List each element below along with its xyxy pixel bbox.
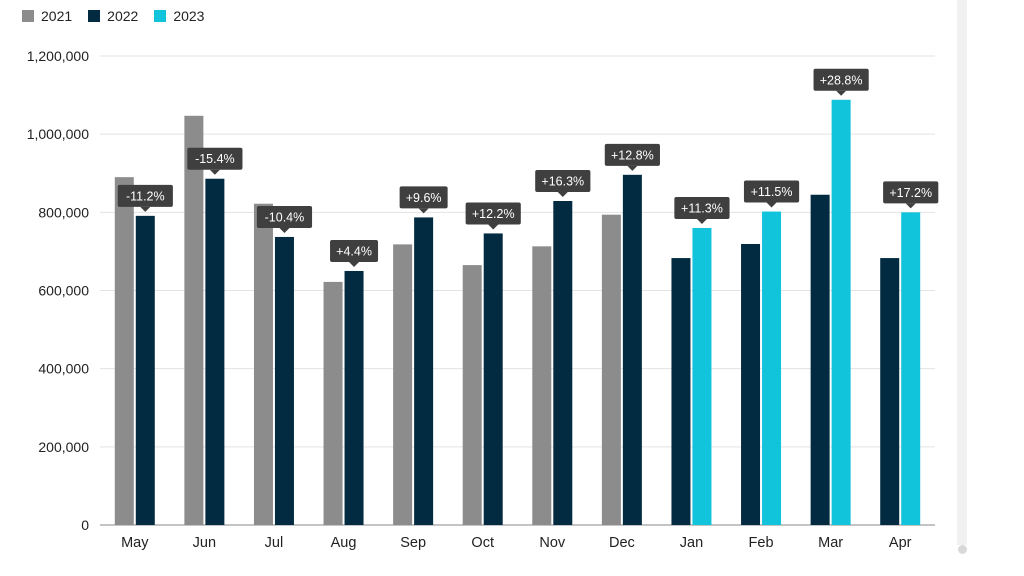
data-label: -15.4% <box>195 152 235 166</box>
bar-2022-sep <box>414 217 434 525</box>
legend-label-2021: 2021 <box>41 8 73 24</box>
data-label: +11.3% <box>681 201 723 215</box>
legend-swatch-2021 <box>22 10 34 22</box>
data-label: +11.5% <box>751 185 793 199</box>
x-tick-label: Aug <box>331 535 357 551</box>
data-label-box <box>883 181 939 204</box>
legend-item-2021: 2021 <box>22 8 72 24</box>
data-label: +28.8% <box>820 73 863 87</box>
data-label: +12.2% <box>472 207 515 221</box>
data-label-box <box>743 180 800 203</box>
data-label: -10.4% <box>265 210 305 224</box>
data-label-box <box>117 184 173 207</box>
x-tick-label: Dec <box>609 535 635 551</box>
scrollbar-track[interactable] <box>957 0 967 545</box>
y-tick-label: 1,000,000 <box>27 126 89 142</box>
legend-swatch-2022 <box>88 10 101 22</box>
data-label-pointer <box>279 227 290 233</box>
x-tick-label: Nov <box>539 535 566 551</box>
bar-2021-nov <box>532 246 552 526</box>
data-label: -11.2% <box>126 189 165 203</box>
data-label-box <box>399 186 448 209</box>
data-label-pointer <box>766 202 777 208</box>
bar-2022-jun <box>205 178 225 525</box>
bar-2023-apr <box>901 212 921 526</box>
bar-2023-jan <box>692 227 712 525</box>
x-tick-label: May <box>121 535 149 551</box>
data-label-box <box>674 196 730 219</box>
bar-2022-apr <box>880 258 900 525</box>
legend-item-2023: 2023 <box>154 8 204 24</box>
bar-2021-sep <box>393 244 413 526</box>
x-tick-label: Mar <box>818 535 843 551</box>
data-label-pointer <box>905 203 916 209</box>
bar-2021-dec <box>601 214 621 525</box>
bar-2021-jul <box>253 203 273 526</box>
bar-2021-jun <box>184 115 204 526</box>
bar-2022-oct <box>483 233 503 525</box>
data-label-pointer <box>696 218 707 224</box>
data-label-box <box>604 143 660 166</box>
bar-2022-jul <box>274 236 294 526</box>
x-tick-label: Jul <box>265 535 284 551</box>
data-label: +17.2% <box>889 186 932 200</box>
bar-2022-aug <box>344 270 364 525</box>
data-label-pointer <box>418 208 429 214</box>
y-tick-label: 200,000 <box>38 439 89 455</box>
bar-2021-may <box>114 177 134 526</box>
data-label-pointer <box>627 165 638 171</box>
data-label-pointer <box>557 191 568 197</box>
data-label-pointer <box>349 261 360 267</box>
x-tick-label: Sep <box>400 535 426 551</box>
legend-item-2022: 2022 <box>88 8 138 24</box>
x-tick-label: Jun <box>193 535 216 551</box>
bar-2023-mar <box>831 99 851 526</box>
data-label: +4.4% <box>336 244 372 258</box>
bar-chart: 0 200,000 400,000 600,000 800,000 1,000,000 1,… <box>27 48 939 551</box>
x-tick-label: Jan <box>680 535 703 551</box>
data-label-box <box>813 68 869 91</box>
data-label-pointer <box>488 224 499 230</box>
x-tick-label: Oct <box>471 535 494 551</box>
y-tick-label: 600,000 <box>38 283 89 299</box>
x-tick-label: Apr <box>889 535 912 551</box>
data-label-pointer <box>140 206 151 212</box>
data-label-box <box>330 239 379 262</box>
y-tick-label: 400,000 <box>38 361 89 377</box>
data-label: +12.8% <box>611 148 654 162</box>
data-label-box <box>187 147 243 170</box>
x-tick-label: Feb <box>749 535 774 551</box>
data-label: +16.3% <box>541 174 584 188</box>
y-tick-label: 800,000 <box>38 204 89 220</box>
legend-swatch-2023 <box>154 10 167 22</box>
legend-label-2023: 2023 <box>173 8 205 24</box>
data-label-box <box>256 205 313 228</box>
bar-2021-aug <box>323 281 343 525</box>
legend-label-2022: 2022 <box>107 8 139 24</box>
y-tick-label: 0 <box>81 517 89 533</box>
data-label-pointer <box>836 90 847 96</box>
bar-2022-may <box>135 215 155 525</box>
legend: 2021 2022 2023 <box>22 8 204 24</box>
bar-2022-mar <box>810 194 830 525</box>
bar-2022-nov <box>553 200 573 526</box>
data-label-pointer <box>209 169 220 175</box>
data-label-box <box>535 169 591 192</box>
bar-2022-dec <box>622 174 642 525</box>
bar-2021-oct <box>462 265 482 525</box>
scrollbar-thumb[interactable] <box>958 545 967 554</box>
data-label: +9.6% <box>406 191 442 205</box>
bar-2022-feb <box>741 243 761 525</box>
bar-2023-feb <box>762 211 782 525</box>
chart-container: 2021 2022 2023 0 200,000 400,000 600,000 800… <box>22 8 939 551</box>
bar-2022-jan <box>671 258 691 525</box>
data-label-box <box>465 202 521 225</box>
y-tick-label: 1,200,000 <box>27 48 89 64</box>
